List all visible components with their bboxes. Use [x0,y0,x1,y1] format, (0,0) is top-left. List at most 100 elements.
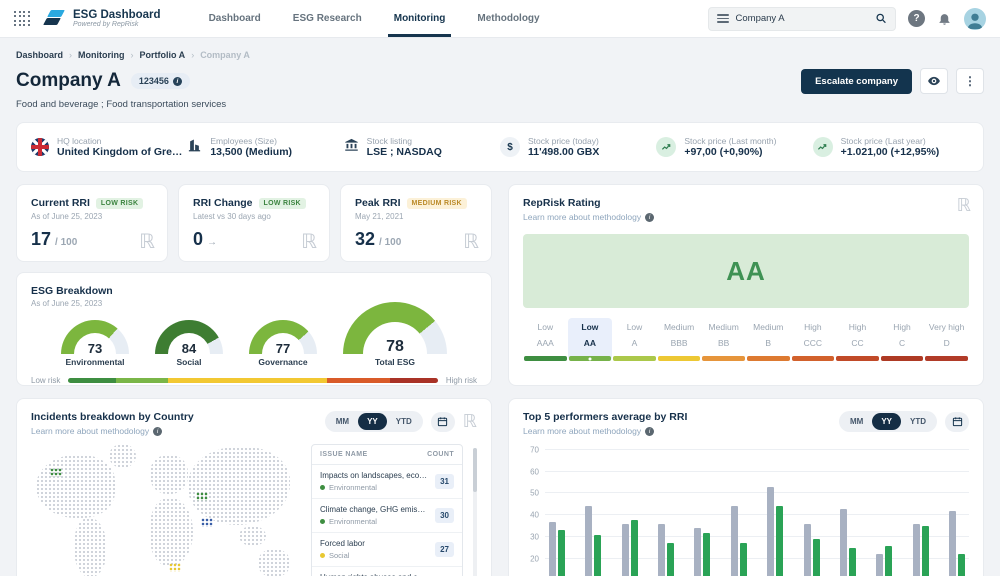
bar [885,545,893,576]
esg-risk-gradient-bar [68,378,438,383]
rri-card-title: Current RRI [31,197,90,209]
escalate-company-button[interactable]: Escalate company [801,68,912,94]
high-risk-label: High risk [445,376,477,385]
trend-up-icon [812,137,833,157]
period-selector: MM YY YTD [839,411,937,432]
reprisk-rating-card: ℝ RepRisk Rating Learn more about method… [508,184,984,386]
rating-risk-label: Low [537,322,554,332]
rri-card-title: Peak RRI [355,197,401,209]
count-badge: 30 [435,508,454,523]
search-bar[interactable] [708,6,896,31]
info-value: United Kingdom of Great... [57,146,188,158]
bar [812,539,820,576]
notifications-icon[interactable] [937,11,952,26]
gauge-arc: 77 [249,320,317,354]
search-input[interactable] [735,13,868,24]
chart-gridline [545,514,969,516]
breadcrumb-item-dashboard[interactable]: Dashboard [16,50,64,60]
user-avatar[interactable] [964,7,986,30]
methodology-link[interactable]: Learn more about methodology [31,426,150,436]
info-label: Stock price (today) [527,136,599,146]
incident-cluster [49,468,62,478]
table-row[interactable]: Human rights abuses and corporate co...S… [312,567,462,576]
rating-risk-label: Medium [708,322,739,332]
reprisk-watermark-icon: ℝ [139,229,155,253]
info-value: 13,500 (Medium) [210,146,293,158]
help-icon[interactable]: ? [908,10,925,27]
period-mm-button[interactable]: MM [335,417,350,426]
watch-button[interactable] [920,68,948,94]
gauge-value: 78 [386,338,404,354]
info-label: Stock price (Last month) [684,136,777,146]
methodology-link[interactable]: Learn more about methodology [523,426,642,436]
period-ytd-button[interactable]: YTD [910,417,926,426]
y-axis-tick: 30 [530,532,539,542]
bar [658,523,666,576]
table-row[interactable]: Impacts on landscapes, ecosystems an... E… [312,465,462,499]
breadcrumb-item-monitoring[interactable]: Monitoring [78,50,125,60]
nav-methodology[interactable]: Methodology [477,13,540,24]
calendar-button[interactable] [430,411,455,432]
chart-gridline [545,449,969,450]
map-continent [149,455,188,494]
info-icon[interactable]: i [172,76,182,86]
chart-gridline [545,492,969,494]
bar-group [876,450,893,576]
info-label: Stock price (Last year) [840,136,926,146]
period-ytd-button[interactable]: YTD [395,417,412,426]
info-item-stock-price-last-year-: Stock price (Last year) +1.021,00 (+12,95… [812,136,969,158]
search-icon[interactable] [875,12,887,25]
logo-title: ESG Dashboard [73,8,161,21]
rating-grade-label: C [898,338,906,348]
rating-risk-label: Very high [928,322,965,332]
info-icon[interactable]: i [645,426,655,436]
map-continent [74,517,107,576]
menu-icon[interactable] [717,14,729,23]
table-row[interactable]: Forced labor Social 27 [312,533,462,567]
page-title: Company A [16,70,121,91]
map-continent [238,526,266,547]
apps-grid-icon[interactable] [14,10,30,27]
table-scrollbar[interactable] [473,448,477,576]
rating-col-bbb: Medium BBB [657,318,702,361]
rri-card-rri-change: RRI Change LOW RISK Latest vs 30 days ago 0… [178,184,330,262]
nav-esg-research[interactable]: ESG Research [292,13,362,24]
bar [558,530,565,576]
rating-col-bb: Medium BB [701,318,746,361]
info-value: 11'498.00 GBX [527,146,600,158]
methodology-link[interactable]: Learn more about methodology [523,212,642,222]
period-mm-button[interactable]: MM [850,417,864,426]
rri-card-date: May 21, 2021 [355,212,404,221]
gauge-value: 73 [87,341,103,354]
rating-col-d: Very high D [924,318,969,361]
info-value: +1.021,00 (+12,95%) [840,146,940,158]
issues-table: ISSUE NAME COUNT Impacts on landscapes, … [311,444,463,576]
risk-badge: LOW RISK [95,197,144,209]
period-yy-button[interactable]: YY [358,413,387,430]
table-row[interactable]: Climate change, GHG emissions, and gl...… [312,499,462,533]
nav-dashboard[interactable]: Dashboard [208,13,261,24]
info-icon[interactable]: i [645,212,655,222]
logo[interactable]: ESG Dashboard Powered by RepRisk [43,8,161,28]
calendar-button[interactable] [945,411,969,432]
rating-grade-label: AA [583,338,597,348]
breadcrumb-separator: › [130,50,134,60]
rating-col-aaa: Low AAA [523,318,568,361]
category-label: Environmental [329,517,377,526]
kebab-icon: ⋮ [964,74,976,88]
more-options-button[interactable]: ⋮ [956,68,984,94]
breadcrumb: Dashboard › Monitoring › Portfolio A › Company… [16,50,984,60]
count-badge: 27 [435,542,454,557]
gauge-value: 77 [275,341,291,354]
bar-group [585,450,602,576]
rri-card-title: RRI Change [193,197,253,209]
nav-monitoring[interactable]: Monitoring [378,0,462,37]
info-item-stock-price-last-month-: Stock price (Last month) +97,00 (+0,90%) [656,136,812,158]
issue-name: Forced labor [320,539,365,548]
info-icon[interactable]: i [153,426,163,436]
period-yy-button[interactable]: YY [872,413,901,430]
breadcrumb-item-portfolio-a[interactable]: Portfolio A [139,50,186,60]
rri-value: 0 [193,229,204,249]
incidents-by-country-card: Incidents breakdown by Country Learn mor… [16,398,492,576]
map-continent [36,455,115,518]
